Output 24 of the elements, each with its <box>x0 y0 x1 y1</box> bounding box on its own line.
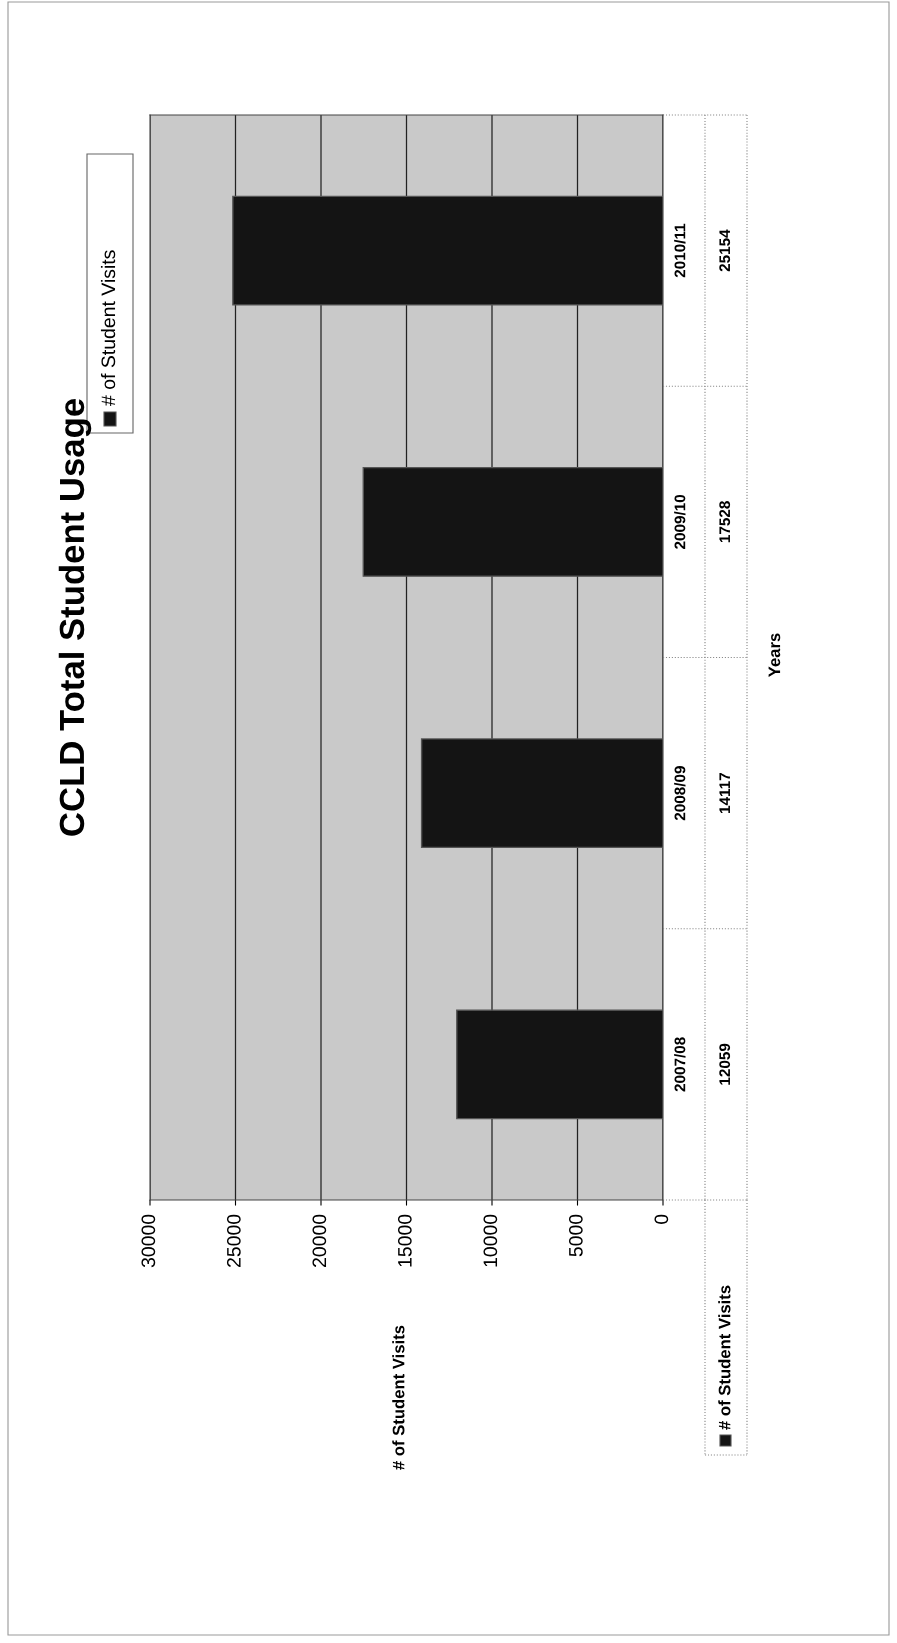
y-axis-title: Years <box>768 633 781 677</box>
x-tick-label: 10000 <box>483 1214 498 1267</box>
data-label: 12059 <box>719 1043 731 1085</box>
data-label: 17528 <box>719 501 731 543</box>
text: # of Student Visits <box>718 1285 731 1430</box>
text: CCLD Total Student Usage <box>58 399 92 836</box>
bar <box>362 466 663 577</box>
x-tick-label: 20000 <box>312 1214 327 1267</box>
y-tick-label: 2008/09 <box>674 766 686 821</box>
x-tick-label: 15000 <box>397 1214 412 1267</box>
x-tick-label: 25000 <box>226 1214 241 1267</box>
text: # of Student Visits <box>100 250 116 406</box>
bar <box>420 738 663 849</box>
data-label: 25154 <box>719 229 731 272</box>
y-tick-label: 2010/11 <box>674 223 686 278</box>
x-tick-label: 30000 <box>141 1214 156 1268</box>
bar <box>456 1009 663 1120</box>
y-tick-label: 2009/10 <box>674 494 686 549</box>
bar <box>232 195 663 306</box>
y-tick-label: 2007/08 <box>674 1037 686 1092</box>
data-label: 14117 <box>719 772 730 813</box>
text: # of Student Visits <box>392 1325 405 1470</box>
x-tick-label: 0 <box>654 1214 669 1224</box>
x-tick-label: 5000 <box>568 1214 583 1257</box>
